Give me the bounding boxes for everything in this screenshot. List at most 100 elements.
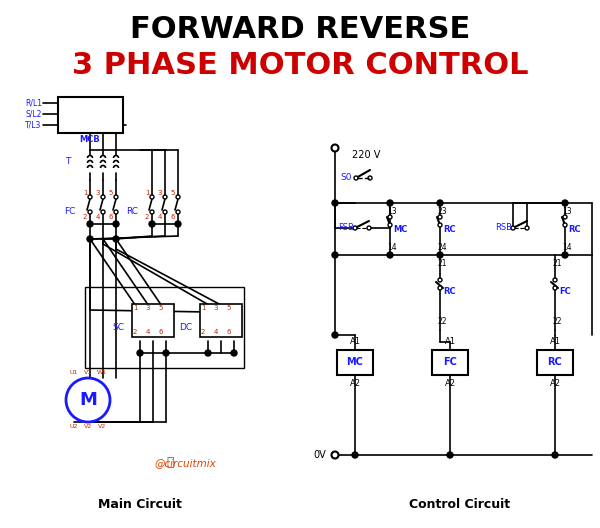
Text: 6: 6: [227, 329, 231, 335]
Circle shape: [438, 286, 442, 290]
Text: 6: 6: [171, 214, 175, 220]
Text: S/L2: S/L2: [25, 109, 41, 118]
Text: A1: A1: [550, 337, 560, 346]
Text: Control Circuit: Control Circuit: [409, 498, 511, 512]
Text: R/L1: R/L1: [25, 99, 42, 108]
Text: 14: 14: [562, 242, 572, 251]
Text: V1: V1: [84, 371, 92, 375]
Circle shape: [562, 200, 568, 206]
Text: 3: 3: [158, 190, 162, 196]
Circle shape: [438, 223, 442, 227]
Text: V2: V2: [98, 425, 106, 429]
Text: 4: 4: [214, 329, 218, 335]
Text: 4: 4: [96, 214, 100, 220]
Circle shape: [163, 210, 167, 214]
Text: SC: SC: [112, 323, 124, 332]
Circle shape: [137, 350, 143, 356]
Circle shape: [231, 350, 237, 356]
Circle shape: [150, 210, 154, 214]
Text: MCB: MCB: [80, 136, 100, 145]
Text: 13: 13: [387, 206, 397, 215]
Text: FSB: FSB: [338, 223, 354, 232]
Bar: [432, 350, 468, 375]
Circle shape: [113, 236, 119, 242]
Text: 14: 14: [387, 242, 397, 251]
Text: RC: RC: [548, 357, 562, 367]
Text: 21: 21: [552, 259, 562, 268]
Text: FORWARD REVERSE: FORWARD REVERSE: [130, 15, 470, 44]
Circle shape: [438, 215, 442, 219]
Circle shape: [553, 286, 557, 290]
Text: 2: 2: [133, 329, 137, 335]
Text: M: M: [79, 391, 97, 409]
Circle shape: [388, 215, 392, 219]
Text: 5: 5: [109, 190, 113, 196]
Circle shape: [176, 210, 180, 214]
Circle shape: [388, 223, 392, 227]
Text: 5: 5: [159, 305, 163, 311]
Text: A1: A1: [445, 337, 455, 346]
Circle shape: [175, 221, 181, 227]
Text: T: T: [65, 157, 71, 166]
Circle shape: [66, 378, 110, 422]
Text: Main Circuit: Main Circuit: [98, 498, 182, 512]
Text: 4: 4: [146, 329, 150, 335]
Circle shape: [331, 145, 338, 152]
Text: 22: 22: [552, 317, 562, 326]
Text: 6: 6: [109, 214, 113, 220]
Circle shape: [149, 221, 155, 227]
Circle shape: [353, 226, 357, 230]
Circle shape: [88, 195, 92, 199]
Text: Ⓘ: Ⓘ: [166, 457, 174, 469]
Circle shape: [151, 325, 155, 329]
Circle shape: [437, 200, 443, 206]
Text: 2: 2: [145, 214, 149, 220]
Text: @circuitmix: @circuitmix: [154, 458, 216, 468]
Circle shape: [87, 221, 93, 227]
Bar: [58, 97, 123, 133]
Text: 22: 22: [437, 317, 447, 326]
Circle shape: [387, 200, 393, 206]
Circle shape: [87, 236, 93, 242]
Bar: [85, 287, 244, 368]
Bar: [537, 350, 573, 375]
Text: V2: V2: [84, 425, 92, 429]
Circle shape: [563, 223, 567, 227]
Text: 3: 3: [96, 190, 100, 196]
Circle shape: [354, 176, 358, 180]
Bar: [200, 304, 242, 337]
Text: A1: A1: [349, 337, 361, 346]
Circle shape: [163, 350, 169, 356]
Text: 220 V: 220 V: [352, 150, 380, 160]
Text: 13: 13: [562, 206, 572, 215]
Text: 1: 1: [83, 190, 87, 196]
Bar: [337, 350, 373, 375]
Bar: [132, 304, 174, 337]
Text: 3: 3: [146, 305, 150, 311]
Text: U1: U1: [70, 371, 78, 375]
Text: A2: A2: [550, 379, 560, 388]
Text: 2: 2: [83, 214, 87, 220]
Circle shape: [368, 176, 372, 180]
Text: U2: U2: [70, 425, 78, 429]
Text: 1: 1: [201, 305, 205, 311]
Circle shape: [332, 252, 338, 258]
Circle shape: [164, 325, 168, 329]
Circle shape: [114, 195, 118, 199]
Text: RC: RC: [569, 224, 581, 233]
Circle shape: [387, 252, 393, 258]
Text: DC: DC: [179, 323, 193, 332]
Circle shape: [138, 325, 142, 329]
Text: 0V: 0V: [313, 450, 326, 460]
Circle shape: [138, 310, 142, 314]
Text: RC: RC: [126, 208, 138, 216]
Circle shape: [98, 111, 104, 117]
Text: MC: MC: [393, 224, 407, 233]
Text: 4: 4: [158, 214, 162, 220]
Circle shape: [112, 122, 116, 127]
Text: RSB: RSB: [495, 223, 512, 232]
Circle shape: [206, 310, 210, 314]
Circle shape: [553, 278, 557, 282]
Text: T/L3: T/L3: [25, 120, 41, 129]
Circle shape: [367, 226, 371, 230]
